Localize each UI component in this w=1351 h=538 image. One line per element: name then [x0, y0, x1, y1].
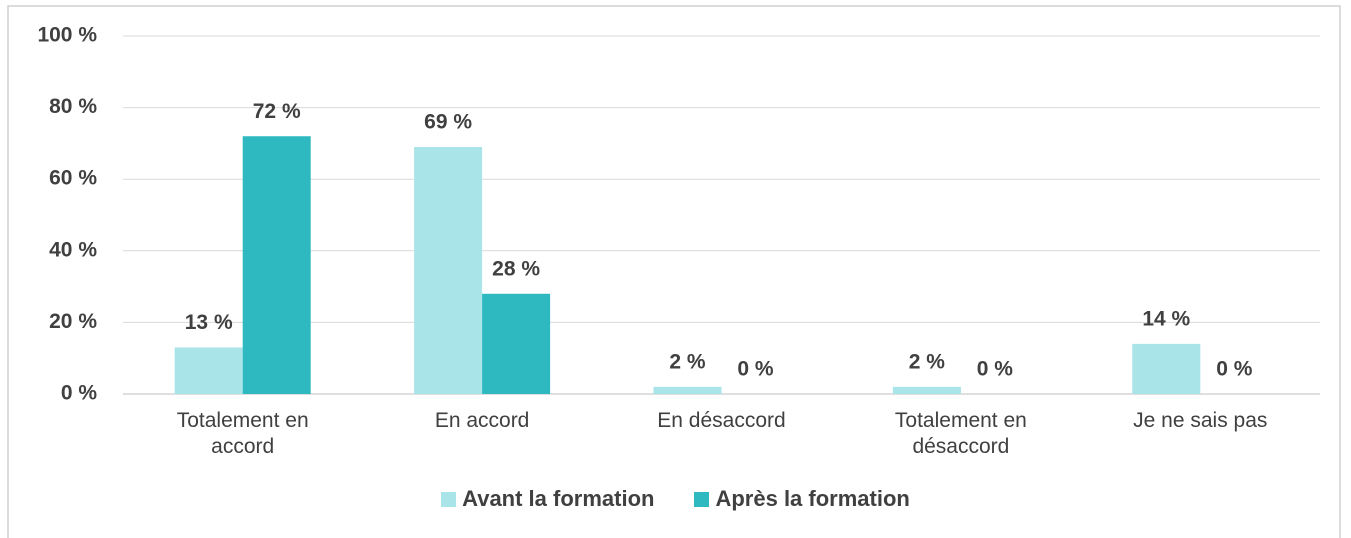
legend-swatch [441, 491, 457, 507]
bar [653, 386, 722, 394]
x-tick-label: En désaccord [657, 409, 786, 432]
legend-swatch [694, 491, 710, 507]
x-tick-label: Totalement en désaccord [894, 409, 1027, 458]
bar [1132, 343, 1201, 394]
legend-item: Avant la formation [441, 486, 654, 512]
bar [414, 146, 483, 394]
y-tick-label: 80 % [49, 95, 97, 118]
data-label: 13 % [185, 311, 233, 334]
chart-border [7, 5, 1341, 538]
y-tick-label: 100 % [37, 24, 97, 47]
legend-item: Après la formation [694, 486, 910, 512]
legend-label: Après la formation [715, 486, 910, 511]
y-tick-label: 0 % [61, 382, 98, 405]
bar [242, 136, 311, 395]
data-label: 0 % [1216, 358, 1253, 381]
x-tick-label: Je ne sais pas [1133, 409, 1268, 432]
data-label: 69 % [424, 111, 472, 134]
data-label: 0 % [977, 358, 1014, 381]
x-tick-label: En accord [434, 409, 530, 432]
x-tick-label: Totalement en accord [176, 409, 309, 458]
bar [482, 293, 551, 394]
legend: Avant la formation Après la formation [0, 486, 1351, 512]
legend-label: Avant la formation [462, 486, 655, 511]
y-tick-label: 60 % [49, 167, 97, 190]
y-tick-label: 20 % [49, 310, 97, 333]
y-tick-label: 40 % [49, 238, 97, 261]
bar [174, 347, 243, 394]
data-label: 28 % [492, 257, 540, 280]
data-label: 14 % [1142, 307, 1190, 330]
data-label: 2 % [669, 350, 706, 373]
data-label: 72 % [253, 100, 301, 123]
data-label: 0 % [737, 358, 774, 381]
bar [892, 386, 961, 394]
data-label: 2 % [909, 350, 946, 373]
